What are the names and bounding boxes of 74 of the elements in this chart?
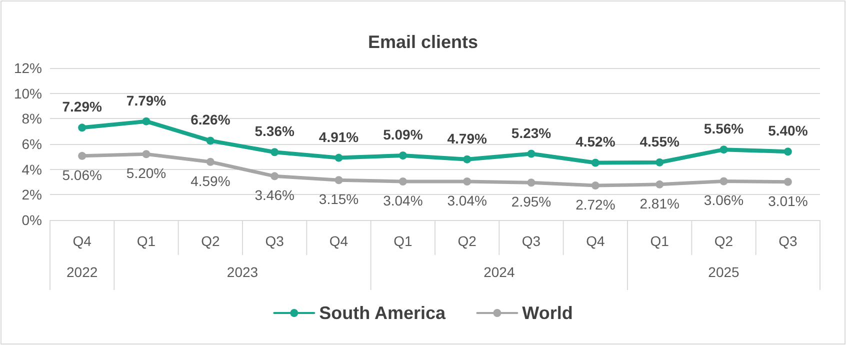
- y-tick-label: 0%: [22, 212, 42, 228]
- point: [270, 148, 279, 156]
- data-label: 5.06%: [62, 166, 102, 183]
- text: 2024: [484, 264, 515, 280]
- data-label: 3.01%: [768, 192, 808, 209]
- data-label: 5.09%: [383, 126, 424, 143]
- x-tick-label: Q3: [265, 233, 284, 249]
- data-label: 5.20%: [126, 165, 166, 182]
- point: [656, 180, 664, 188]
- data-label: 6.26%: [190, 112, 231, 128]
- x-tick-label: Q2: [458, 233, 477, 249]
- y-tick-label: 12%: [14, 60, 42, 76]
- point: [720, 146, 728, 154]
- point: [334, 176, 343, 184]
- y-tick-label: 6%: [22, 136, 42, 152]
- point: [591, 182, 600, 190]
- y-tick-label: 2%: [22, 186, 42, 203]
- data-label: 5.36%: [254, 123, 295, 140]
- point: [398, 177, 407, 186]
- point: [656, 158, 664, 166]
- x-tick-label: Q4: [72, 233, 92, 249]
- point: [78, 124, 86, 132]
- chart-title: Email clients: [368, 32, 478, 52]
- data-label: 4.91%: [318, 128, 360, 145]
- legend-label: South America: [319, 303, 447, 323]
- point: [206, 158, 214, 166]
- data-label: 5.23%: [511, 124, 552, 141]
- data-label: 3.46%: [254, 187, 294, 204]
- data-label: 4.79%: [447, 130, 488, 146]
- point: [206, 136, 214, 145]
- data-label: 3.04%: [383, 192, 423, 208]
- x-tick-label: Q1: [136, 233, 156, 249]
- x-tick-label: Q1: [394, 233, 412, 249]
- point: [142, 117, 150, 126]
- data-label: 4.52%: [576, 134, 616, 150]
- point: [463, 155, 472, 164]
- point: [591, 158, 600, 167]
- data-label: 2.72%: [576, 196, 616, 213]
- x-tick-label: Q2: [714, 233, 734, 249]
- data-label: 5.56%: [704, 120, 744, 137]
- text: 2022: [66, 264, 98, 280]
- point: [78, 152, 86, 160]
- text: 2023: [226, 264, 258, 280]
- y-tick-label: 4%: [22, 161, 42, 178]
- data-label: 5.40%: [768, 122, 808, 139]
- data-label: 4.59%: [190, 172, 230, 189]
- point: [784, 148, 792, 156]
- y-tick-label: 10%: [14, 85, 42, 102]
- x-tick-label: Q4: [329, 233, 348, 249]
- x-tick-label: Q2: [201, 233, 220, 249]
- data-label: 2.81%: [640, 195, 680, 212]
- x-tick-label: Q1: [650, 233, 670, 249]
- point: [527, 150, 536, 158]
- text: 2025: [708, 264, 740, 280]
- point: [784, 178, 792, 186]
- data-label: 3.15%: [318, 191, 359, 208]
- legend-label: World: [522, 303, 573, 323]
- data-label: 7.79%: [126, 92, 167, 108]
- data-label: 3.04%: [447, 192, 487, 208]
- x-tick-label: Q4: [586, 233, 605, 249]
- point: [334, 154, 343, 162]
- x-tick-label: Q3: [778, 233, 798, 249]
- x-tick-label: Q3: [522, 233, 541, 249]
- point: [270, 172, 279, 180]
- point: [398, 152, 407, 160]
- data-label: 7.29%: [62, 98, 102, 115]
- y-tick-label: 8%: [22, 110, 42, 127]
- data-label: 4.55%: [640, 133, 680, 150]
- point: [720, 177, 728, 186]
- point: [527, 178, 536, 187]
- point: [463, 177, 472, 186]
- data-label: 3.06%: [704, 192, 744, 208]
- data-label: 2.95%: [511, 194, 552, 210]
- point: [142, 150, 150, 158]
